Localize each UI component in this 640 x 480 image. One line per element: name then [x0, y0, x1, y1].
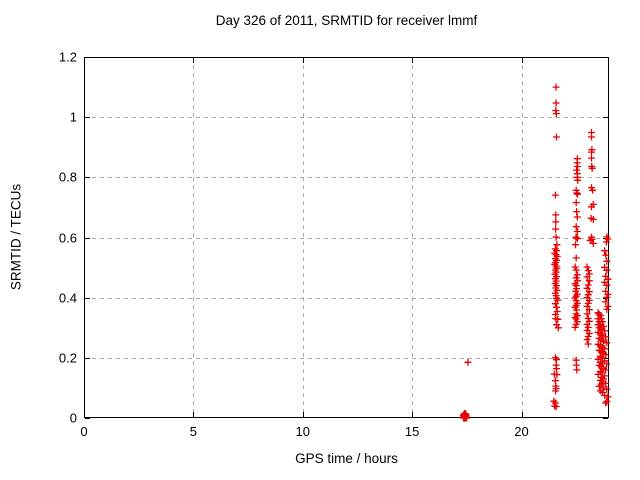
y-tick-label: 0.6 [58, 230, 77, 245]
y-tick-label: 0 [69, 410, 77, 426]
x-tick-label: 20 [514, 424, 529, 439]
y-tick-label: 1 [69, 109, 77, 125]
y-tick-label: 1.2 [58, 49, 77, 65]
gridlines [84, 57, 609, 418]
y-tick-label: 0.4 [58, 290, 77, 306]
x-tick-label: 5 [189, 424, 197, 439]
tick-marks [84, 57, 608, 419]
y-tick-label: 0.2 [58, 350, 77, 366]
plot-border [84, 57, 609, 418]
scatter-plot [84, 57, 612, 422]
y-axis-label: SRMTID / TECUs [8, 183, 24, 291]
x-tick-label: 0 [80, 424, 88, 439]
chart-title: Day 326 of 2011, SRMTID for receiver lmm… [215, 13, 478, 28]
x-tick-label: 10 [295, 424, 310, 439]
data-points-series [460, 83, 612, 422]
plot-frame [84, 57, 612, 422]
x-axis-label: GPS time / hours [295, 451, 398, 466]
y-tick-label: 0.8 [58, 169, 77, 185]
x-tick-label: 15 [404, 424, 420, 439]
